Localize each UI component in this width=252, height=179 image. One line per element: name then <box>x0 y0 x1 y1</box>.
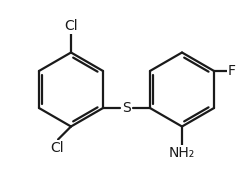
Text: F: F <box>227 64 235 78</box>
Text: Cl: Cl <box>64 19 78 33</box>
Text: S: S <box>122 101 130 115</box>
Text: Cl: Cl <box>50 141 64 154</box>
Text: NH₂: NH₂ <box>168 146 194 160</box>
